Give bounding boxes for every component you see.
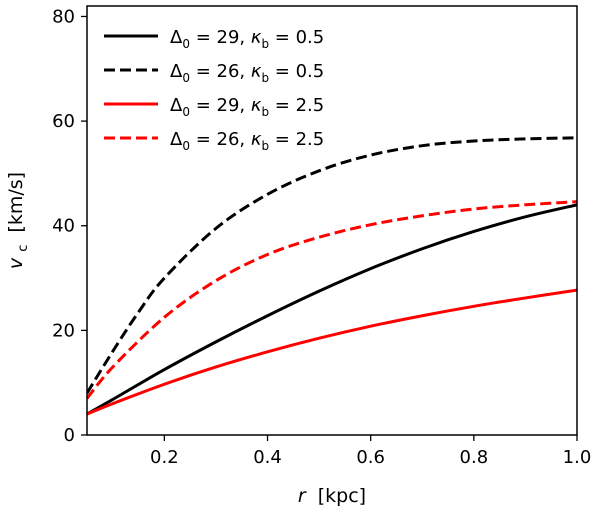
series-line-4	[87, 200, 577, 400]
series-line-1	[87, 203, 577, 416]
x-tick-label: 0.2	[150, 447, 179, 468]
legend-label: Δ0 = 26, κb = 0.5	[170, 61, 324, 85]
x-axis-label: r [kpc]	[298, 485, 366, 507]
x-tick-label: 1.0	[563, 447, 592, 468]
y-tick-label: 20	[52, 320, 75, 341]
x-tick-label: 0.8	[460, 447, 489, 468]
y-tick-label: 80	[52, 6, 75, 27]
legend-label: Δ0 = 29, κb = 2.5	[170, 95, 324, 119]
legend-label: Δ0 = 29, κb = 0.5	[170, 27, 324, 51]
x-axis-unit: [kpc]	[318, 485, 366, 507]
y-tick-label: 40	[52, 216, 75, 237]
y-axis-subscript: c	[16, 245, 31, 252]
series-line-2	[87, 136, 577, 394]
y-tick-label: 60	[52, 111, 75, 132]
y-axis-label: v c [km/s]	[5, 172, 32, 269]
plot-frame	[86, 5, 578, 436]
y-axis-unit: [km/s]	[5, 172, 27, 233]
x-tick-label: 0.6	[356, 447, 385, 468]
y-tick-label: 0	[64, 425, 75, 446]
x-tick-label: 0.4	[253, 447, 282, 468]
axis-labels: r [kpc] v c [km/s]	[5, 172, 366, 507]
series-layer	[87, 136, 577, 416]
series-line-3	[87, 288, 577, 416]
legend-label: Δ0 = 26, κb = 2.5	[170, 129, 324, 153]
legend: Δ0 = 29, κb = 0.5 Δ0 = 26, κb = 0.5 Δ0 = 2…	[104, 27, 324, 153]
ticks-layer: 0.2 0.4 0.6 0.8 1.0 0 20 40 60 80	[52, 6, 591, 468]
